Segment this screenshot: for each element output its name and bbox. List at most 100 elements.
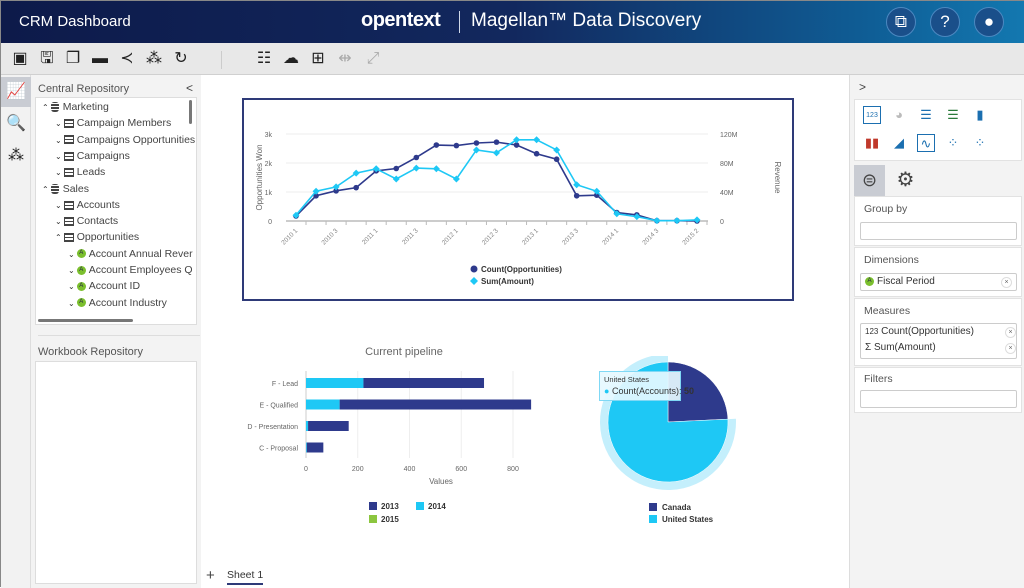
bubble-icon[interactable]: ⁘ xyxy=(974,135,986,150)
add-filter-icon[interactable]: ☷ xyxy=(256,50,272,67)
fit-icon[interactable]: ⇹ xyxy=(338,50,352,67)
fields-tab[interactable]: ⊜ xyxy=(854,165,885,196)
measure-item[interactable]: 123 Count(Opportunities) × xyxy=(865,324,1016,340)
settings-tab[interactable]: ⚙ xyxy=(890,165,921,196)
chevron-down-icon[interactable]: ⌄ xyxy=(55,151,62,161)
chevron-up-icon[interactable]: ⌃ xyxy=(42,184,49,194)
tree-item[interactable]: ⌄ A Account Annual Rever xyxy=(68,248,193,260)
present-icon: ⧉ xyxy=(894,12,908,31)
analyze-icon[interactable]: 🔍 xyxy=(6,115,26,132)
data-point xyxy=(433,142,440,148)
hierarchy-icon[interactable]: ⁂ xyxy=(146,50,162,67)
chevron-down-icon[interactable]: ⌄ xyxy=(68,266,75,275)
tree-item[interactable]: ⌄ Leads xyxy=(55,166,105,178)
grid-icon[interactable]: ⊞ xyxy=(311,50,325,67)
measure-item[interactable]: Σ Sum(Amount) × xyxy=(865,340,1016,356)
fullscreen-icon[interactable]: ⤢ xyxy=(366,50,380,67)
y-tick-label: 3k xyxy=(265,132,273,139)
y-tick-label: 0 xyxy=(268,219,272,226)
x-tick-label: 0 xyxy=(304,466,308,473)
x-tick-label: 2012 1 xyxy=(441,227,460,246)
tree-item[interactable]: ⌄ Campaigns xyxy=(55,150,130,162)
stacked-bar-icon[interactable]: ☰ xyxy=(947,107,959,122)
legend-label: Count(Opportunities) xyxy=(481,265,562,274)
share-icon[interactable]: ≺ xyxy=(120,50,134,67)
dimension-item[interactable]: A Fiscal Period × xyxy=(860,273,1017,291)
x-tick-label: 2010 3 xyxy=(320,227,339,246)
data-point xyxy=(413,154,420,161)
network-icon[interactable]: ⁂ xyxy=(8,147,24,164)
data-point xyxy=(653,217,661,225)
help-button[interactable]: ? xyxy=(930,7,960,37)
folder-icon[interactable]: ▬ xyxy=(92,50,108,67)
legend-marker xyxy=(470,265,478,273)
x-tick-label: 2011 1 xyxy=(361,227,380,246)
user-button[interactable]: ● xyxy=(974,7,1004,37)
line-icon[interactable]: ∿ xyxy=(917,134,935,152)
tree-item-label: Accounts xyxy=(76,198,120,211)
measure-label: Count(Opportunities) xyxy=(881,326,974,337)
tree-item[interactable]: ⌄ A Account ID xyxy=(68,280,140,292)
y2-tick-label: 80M xyxy=(720,161,734,168)
tree-item[interactable]: ⌄ A Account Employees Q xyxy=(68,264,193,276)
bar-icon[interactable]: ☰ xyxy=(920,107,932,122)
tree-item[interactable]: ⌄ Contacts xyxy=(55,215,118,227)
tooltip-value: 50 xyxy=(684,386,695,396)
chevron-down-icon[interactable]: ⌄ xyxy=(55,200,62,210)
collapse-button[interactable]: < xyxy=(186,81,194,95)
line-chart-panel[interactable]: 0 0 1k 40M 2k 80M 3k 120M Opportunities Won Reven… xyxy=(242,98,794,301)
chart-title: Current pipeline xyxy=(365,346,443,358)
expand-button[interactable]: > xyxy=(859,80,867,94)
tree-item[interactable]: ⌄ Accounts xyxy=(55,199,120,211)
tree-item[interactable]: ⌃ Opportunities xyxy=(55,231,139,243)
table-icon xyxy=(63,200,74,210)
remove-icon[interactable]: × xyxy=(1001,277,1012,288)
splitter[interactable] xyxy=(38,335,200,336)
toolbar: ▣ 🖫 ❐ ▬ ≺ ⁂ ↻ ☷ ☁ ⊞ ⇹ ⤢ xyxy=(1,43,1024,75)
copy-icon[interactable]: ❐ xyxy=(65,50,81,67)
chevron-down-icon[interactable]: ⌄ xyxy=(55,217,62,227)
save-icon[interactable]: 🖫 xyxy=(40,50,54,67)
x-tick-label: 800 xyxy=(507,466,519,473)
tree-item[interactable]: ⌄ Campaigns Opportunities xyxy=(55,134,195,146)
tree-item[interactable]: ⌄ Campaign Members xyxy=(55,117,171,129)
add-sheet-button[interactable]: + xyxy=(206,567,215,584)
chevron-down-icon[interactable]: ⌄ xyxy=(68,282,75,292)
refresh-icon[interactable]: ↻ xyxy=(174,50,188,67)
table-icon[interactable]: 123 xyxy=(863,106,881,124)
tree-item[interactable]: ⌃ Marketing xyxy=(42,101,109,113)
area-icon[interactable]: ◢ xyxy=(894,135,904,150)
filters-input[interactable] xyxy=(860,390,1017,408)
chevron-down-icon[interactable]: ⌄ xyxy=(55,135,62,145)
data-point xyxy=(673,217,681,225)
chevron-down-icon[interactable]: ⌄ xyxy=(55,168,62,178)
tree-item[interactable]: ⌃ Sales xyxy=(42,183,89,195)
group-by-input[interactable] xyxy=(860,222,1017,240)
tree-item[interactable]: ⌄ A Account Industry xyxy=(68,297,167,309)
remove-icon[interactable]: × xyxy=(1005,327,1016,338)
chevron-up-icon[interactable]: ⌃ xyxy=(42,103,49,112)
x-tick-label: 2015 2 xyxy=(681,227,700,246)
chevron-down-icon[interactable]: ⌄ xyxy=(55,119,62,129)
data-point xyxy=(473,140,480,146)
chevron-down-icon[interactable]: ⌄ xyxy=(68,298,75,308)
column-icon[interactable]: ▮ xyxy=(976,107,984,122)
measures-list: 123 Count(Opportunities) × Σ Sum(Amount) × xyxy=(860,323,1017,359)
tab-sheet-1[interactable]: Sheet 1 xyxy=(227,569,264,585)
vertical-scrollbar[interactable] xyxy=(189,100,192,124)
chart-icon[interactable]: 📈 xyxy=(1,77,31,107)
stacked-column-icon[interactable]: ▮▮ xyxy=(864,135,880,150)
pie-icon[interactable]: ◕ xyxy=(895,107,903,122)
chevron-down-icon[interactable]: ⌄ xyxy=(68,249,75,259)
line-chart: 0 0 1k 40M 2k 80M 3k 120M Opportunities Won Reven… xyxy=(255,132,782,286)
horizontal-scrollbar[interactable] xyxy=(38,319,133,322)
bar xyxy=(306,442,307,453)
remove-icon[interactable]: × xyxy=(1005,343,1016,354)
chevron-up-icon[interactable]: ⌃ xyxy=(55,233,62,243)
measures-section: Measures 123 Count(Opportunities) × Σ Sum… xyxy=(854,298,1022,366)
present-button[interactable]: ⧉ xyxy=(886,7,916,37)
new-icon[interactable]: ▣ xyxy=(12,50,28,67)
scatter-icon[interactable]: ⁘ xyxy=(947,135,959,150)
upload-icon[interactable]: ☁ xyxy=(283,50,299,67)
category-label: F - Lead xyxy=(272,381,298,388)
